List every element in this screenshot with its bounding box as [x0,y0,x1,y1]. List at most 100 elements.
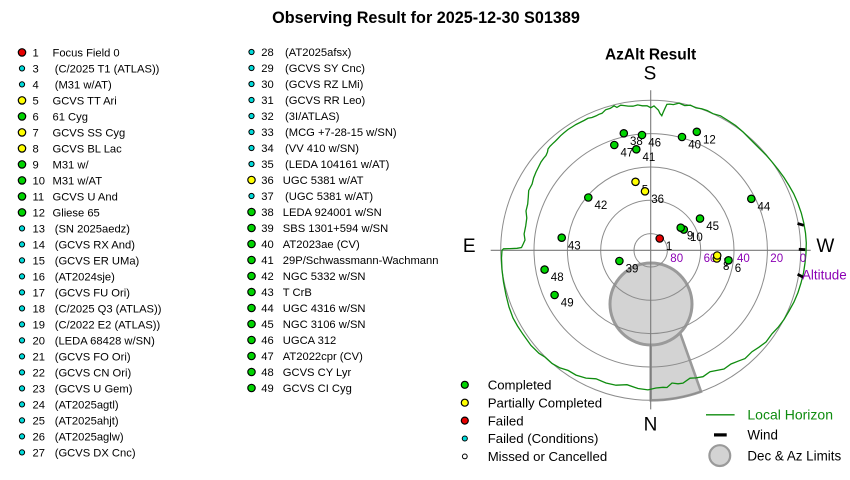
svg-text:19: 19 [33,320,45,332]
svg-text:Observing Result for 2025-12-3: Observing Result for 2025-12-30 S01389 [272,9,580,27]
svg-text:(GCVS RZ LMi): (GCVS RZ LMi) [283,79,364,91]
svg-text:Failed: Failed [488,413,524,428]
svg-text:(C/2022 E2 (ATLAS)): (C/2022 E2 (ATLAS)) [53,320,161,332]
svg-text:S: S [644,64,657,85]
svg-text:49: 49 [261,383,273,395]
svg-text:41: 41 [261,255,273,267]
svg-text:30: 30 [261,79,273,91]
svg-text:(AT2025afsx): (AT2025afsx) [283,47,352,59]
svg-text:(GCVS U Gem): (GCVS U Gem) [53,384,133,396]
svg-text:Completed: Completed [488,378,552,393]
svg-text:46: 46 [648,138,661,150]
svg-text:Gliese 65: Gliese 65 [53,208,100,220]
svg-text:48: 48 [551,272,564,284]
svg-text:(GCVS CN Ori): (GCVS CN Ori) [53,368,132,380]
svg-text:Wind: Wind [747,428,778,443]
svg-text:3: 3 [33,64,39,76]
svg-text:0: 0 [800,253,806,265]
svg-text:Partially Completed: Partially Completed [488,395,602,410]
svg-text:8: 8 [723,261,729,273]
svg-text:26: 26 [33,432,45,444]
svg-text:NGC 5332 w/SN: NGC 5332 w/SN [283,271,366,283]
svg-text:48: 48 [261,367,273,379]
svg-text:44: 44 [758,201,771,213]
svg-text:12: 12 [703,134,716,146]
svg-text:SBS 1301+594 w/SN: SBS 1301+594 w/SN [283,223,388,235]
svg-text:20: 20 [770,253,783,265]
svg-text:NGC 3106 w/SN: NGC 3106 w/SN [283,319,366,331]
svg-text:AzAlt Result: AzAlt Result [605,47,696,64]
svg-text:40: 40 [737,253,750,265]
svg-text:(MCG +7-28-15 w/SN): (MCG +7-28-15 w/SN) [283,127,397,139]
svg-text:Local Horizon: Local Horizon [747,407,833,423]
svg-text:38: 38 [261,207,273,219]
svg-text:GCVS CY Lyr: GCVS CY Lyr [283,367,352,379]
svg-text:N: N [644,415,658,436]
svg-text:47: 47 [621,148,634,160]
svg-text:Missed or Cancelled: Missed or Cancelled [488,449,607,464]
svg-text:20: 20 [33,336,45,348]
svg-text:41: 41 [643,152,656,164]
svg-text:21: 21 [33,352,45,364]
svg-text:6: 6 [33,112,39,124]
svg-text:14: 14 [33,240,45,252]
svg-text:(LEDA 104161 w/AT): (LEDA 104161 w/AT) [283,159,390,171]
svg-text:GCVS U And: GCVS U And [53,192,118,204]
svg-text:M31 w/AT: M31 w/AT [53,176,103,188]
svg-text:10: 10 [690,232,703,244]
svg-text:37: 37 [261,191,273,203]
svg-text:49: 49 [561,298,574,310]
svg-text:(AT2025ahjt): (AT2025ahjt) [53,416,119,428]
svg-text:UGC 5381 w/AT: UGC 5381 w/AT [283,175,364,187]
svg-text:12: 12 [33,208,45,220]
svg-text:Altitude: Altitude [802,268,847,283]
svg-text:UGCA 312: UGCA 312 [283,335,336,347]
svg-text:46: 46 [261,335,273,347]
svg-text:17: 17 [33,288,45,300]
svg-text:22: 22 [33,368,45,380]
svg-text:(UGC 5381 w/AT): (UGC 5381 w/AT) [283,191,374,203]
svg-text:25: 25 [33,416,45,428]
svg-text:15: 15 [33,256,45,268]
svg-text:61 Cyg: 61 Cyg [53,112,88,124]
svg-text:45: 45 [261,319,273,331]
svg-text:W: W [816,236,834,257]
svg-text:29: 29 [261,63,273,75]
svg-text:29P/Schwassmann-Wachmann: 29P/Schwassmann-Wachmann [283,255,439,267]
svg-text:35: 35 [261,159,273,171]
svg-text:1: 1 [33,48,39,60]
svg-text:7: 7 [33,128,39,140]
svg-text:23: 23 [33,384,45,396]
svg-text:10: 10 [33,176,45,188]
svg-text:45: 45 [706,221,719,233]
svg-text:39: 39 [626,264,639,276]
svg-text:6: 6 [735,263,741,275]
svg-text:34: 34 [261,143,273,155]
svg-text:13: 13 [33,224,45,236]
svg-text:33: 33 [261,127,273,139]
svg-text:(GCVS SY Cnc): (GCVS SY Cnc) [283,63,366,75]
svg-text:(AT2024sje): (AT2024sje) [53,272,116,284]
svg-text:39: 39 [261,223,273,235]
svg-text:GCVS TT Ari: GCVS TT Ari [53,96,117,108]
svg-text:GCVS BL Lac: GCVS BL Lac [53,144,123,156]
svg-text:(C/2025 Q3 (ATLAS)): (C/2025 Q3 (ATLAS)) [53,304,162,316]
svg-text:11: 11 [33,192,45,204]
svg-text:LEDA 924001 w/SN: LEDA 924001 w/SN [283,207,382,219]
svg-text:44: 44 [261,303,273,315]
svg-text:(SN 2025aedz): (SN 2025aedz) [53,224,131,236]
svg-text:38: 38 [630,136,643,148]
svg-text:E: E [463,236,476,257]
svg-text:4: 4 [33,80,39,92]
svg-text:36: 36 [651,194,664,206]
svg-text:27: 27 [33,448,45,460]
svg-text:AT2022cpr (CV): AT2022cpr (CV) [283,351,363,363]
svg-text:40: 40 [261,239,273,251]
svg-text:36: 36 [261,175,273,187]
svg-text:Failed (Conditions): Failed (Conditions) [488,431,599,446]
svg-text:28: 28 [261,47,273,59]
svg-text:8: 8 [33,144,39,156]
svg-text:GCVS CI Cyg: GCVS CI Cyg [283,383,352,395]
svg-text:9: 9 [687,230,693,242]
svg-text:Dec & Az Limits: Dec & Az Limits [747,448,841,463]
